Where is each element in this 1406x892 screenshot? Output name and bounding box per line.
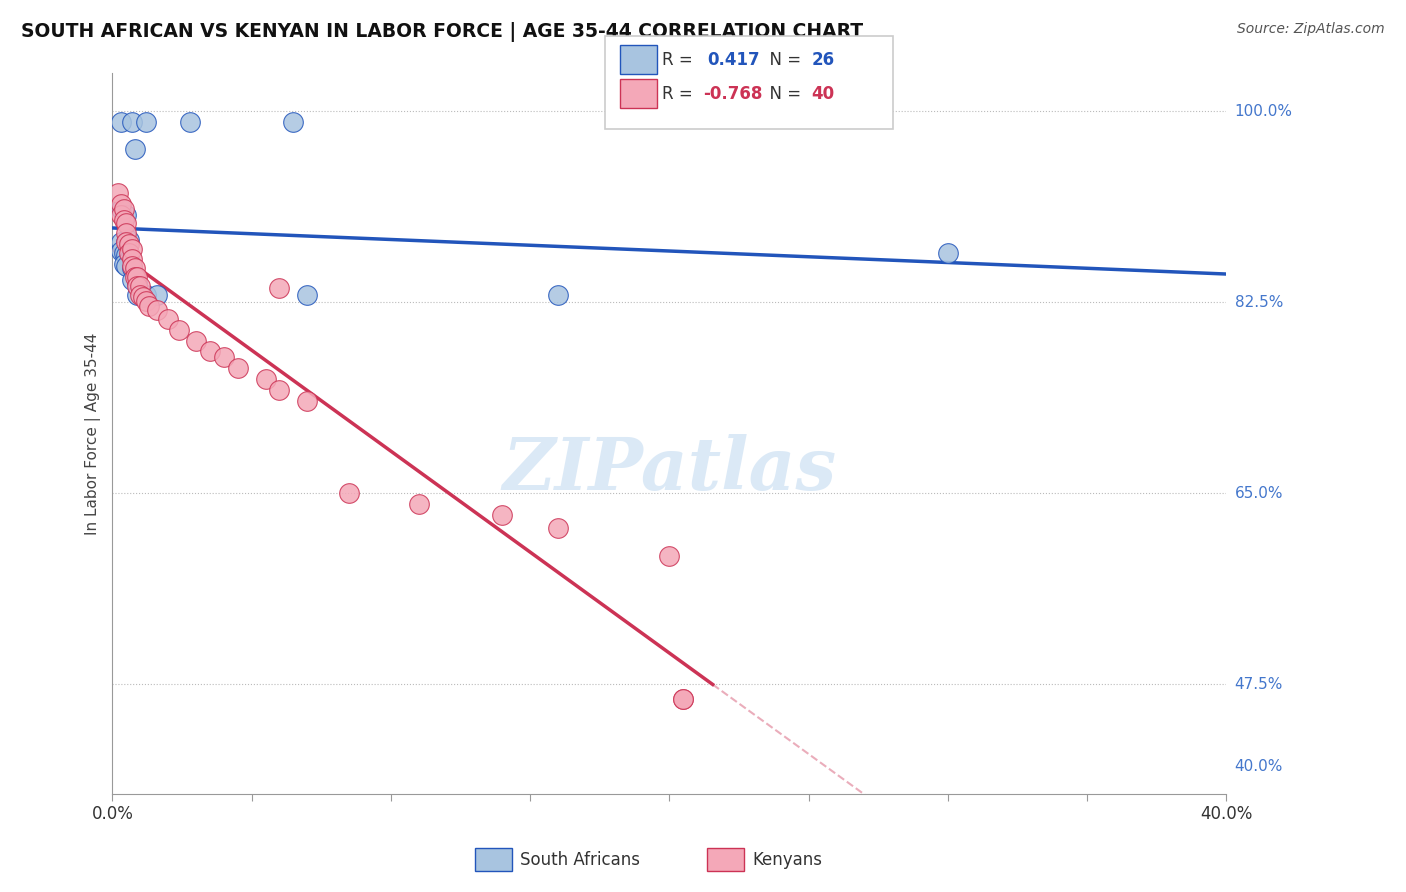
Point [269, 383, 291, 397]
Text: 0.417: 0.417 [707, 51, 759, 69]
Text: South Africans: South Africans [520, 851, 640, 869]
Point [672, 691, 695, 706]
Text: 40: 40 [811, 85, 834, 103]
Point [135, 294, 157, 309]
Point [115, 227, 138, 241]
Point [408, 497, 430, 511]
Point [283, 115, 305, 129]
Point [121, 115, 143, 129]
Text: 47.5%: 47.5% [1234, 677, 1282, 692]
Point [112, 246, 135, 260]
Point [110, 197, 132, 211]
Point [118, 233, 141, 247]
Point [115, 216, 138, 230]
Text: 40.0%: 40.0% [1234, 759, 1282, 774]
Point [138, 299, 160, 313]
Point [118, 246, 141, 260]
Point [146, 302, 169, 317]
Point [110, 235, 132, 250]
Point [112, 257, 135, 271]
Text: N =: N = [759, 85, 807, 103]
Point [337, 486, 360, 500]
Text: 100.0%: 100.0% [1234, 103, 1292, 119]
Point [115, 235, 138, 250]
Point [115, 235, 138, 250]
Point [121, 259, 143, 273]
Point [146, 287, 169, 301]
Point [129, 279, 152, 293]
Point [115, 259, 138, 273]
Point [121, 252, 143, 266]
Point [107, 186, 129, 200]
Text: Source: ZipAtlas.com: Source: ZipAtlas.com [1237, 22, 1385, 37]
Point [226, 360, 249, 375]
Text: Kenyans: Kenyans [752, 851, 823, 869]
Point [112, 213, 135, 227]
Point [157, 311, 180, 326]
Point [127, 287, 149, 301]
Point [254, 372, 277, 386]
Point [110, 202, 132, 217]
Point [672, 691, 695, 706]
Point [118, 237, 141, 252]
Text: -0.768: -0.768 [703, 85, 762, 103]
Point [127, 276, 149, 290]
Point [121, 261, 143, 276]
Point [124, 261, 146, 276]
Point [491, 508, 513, 523]
Point [110, 115, 132, 129]
Point [110, 244, 132, 258]
Point [127, 279, 149, 293]
Y-axis label: In Labor Force | Age 35-44: In Labor Force | Age 35-44 [86, 332, 101, 534]
Text: SOUTH AFRICAN VS KENYAN IN LABOR FORCE | AGE 35-44 CORRELATION CHART: SOUTH AFRICAN VS KENYAN IN LABOR FORCE |… [21, 22, 863, 42]
Point [127, 270, 149, 285]
Point [269, 281, 291, 295]
Text: R =: R = [662, 51, 699, 69]
Point [135, 115, 157, 129]
Point [115, 208, 138, 222]
Point [124, 143, 146, 157]
Point [184, 334, 207, 348]
Point [110, 208, 132, 222]
Point [297, 393, 319, 408]
Point [198, 344, 221, 359]
Text: ZIPatlas: ZIPatlas [502, 434, 837, 505]
Point [121, 242, 143, 256]
Point [167, 322, 190, 336]
Point [658, 549, 681, 563]
Point [121, 273, 143, 287]
Text: 26: 26 [811, 51, 834, 69]
Text: R =: R = [662, 85, 699, 103]
Point [112, 202, 135, 217]
Point [118, 252, 141, 266]
Point [179, 115, 201, 129]
Text: 65.0%: 65.0% [1234, 486, 1284, 501]
Point [212, 350, 235, 364]
Point [297, 287, 319, 301]
Point [547, 287, 569, 301]
Point [132, 290, 155, 304]
Point [124, 270, 146, 285]
Point [129, 287, 152, 301]
Point [135, 287, 157, 301]
Point [115, 248, 138, 262]
Text: 82.5%: 82.5% [1234, 294, 1282, 310]
Point [547, 521, 569, 535]
Text: N =: N = [759, 51, 807, 69]
Point [936, 246, 959, 260]
